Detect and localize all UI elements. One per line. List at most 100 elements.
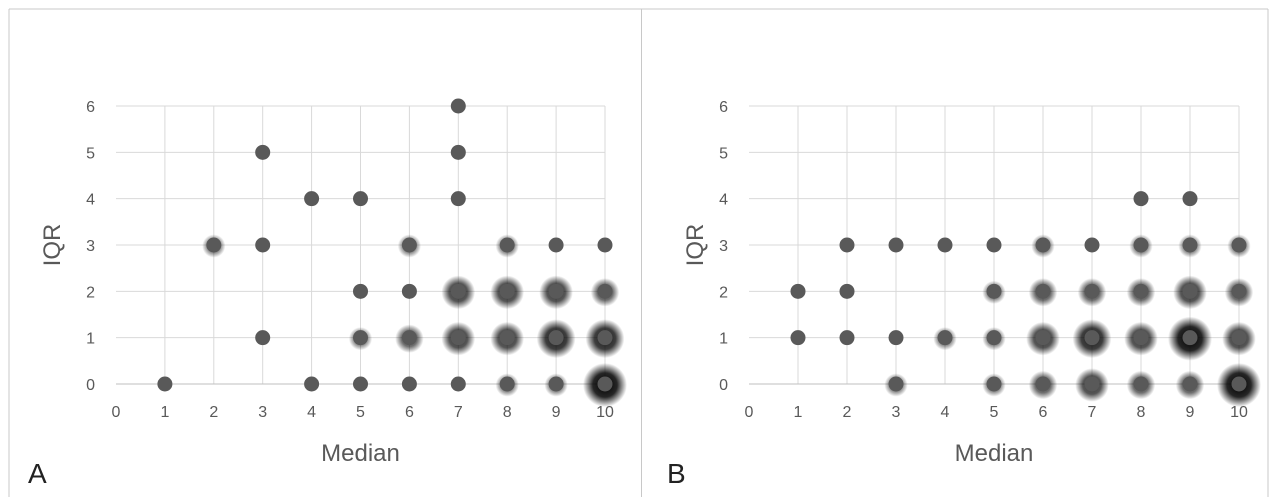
- data-point: [597, 376, 613, 392]
- data-point: [548, 330, 564, 346]
- x-tick-label: 6: [405, 404, 414, 421]
- data-point: [548, 283, 564, 299]
- x-tick-label: 3: [258, 404, 267, 421]
- data-point: [255, 144, 271, 160]
- data-point: [597, 283, 613, 299]
- data-point: [1182, 191, 1198, 207]
- x-tick-label: 5: [990, 404, 999, 421]
- data-point: [1084, 376, 1100, 392]
- data-point: [450, 376, 466, 392]
- data-point: [839, 237, 855, 253]
- x-axis-title: Median: [321, 440, 400, 467]
- data-point: [1231, 237, 1247, 253]
- x-tick-label: 2: [843, 404, 852, 421]
- data-point: [353, 376, 368, 392]
- data-point: [790, 330, 806, 346]
- y-tick-label: 3: [719, 238, 728, 255]
- x-tick-label: 10: [596, 404, 614, 421]
- data-point: [450, 283, 466, 299]
- x-tick-label: 4: [307, 404, 316, 421]
- data-point: [1084, 330, 1100, 346]
- data-point: [255, 237, 271, 253]
- data-point: [597, 330, 613, 346]
- x-tick-label: 7: [1088, 404, 1097, 421]
- data-point: [255, 330, 271, 346]
- data-point: [888, 376, 904, 392]
- y-tick-label: 2: [719, 284, 728, 301]
- data-point: [1182, 283, 1198, 299]
- chart-panel-a: 0 1 2 3 4 5 6 7 8 9 10 0 1 2 3 4 5 6 Median IQR A: [28, 98, 627, 489]
- y-tick-label: 0: [719, 377, 728, 394]
- y-tick-label: 2: [86, 284, 95, 301]
- y-tick-label: 4: [86, 192, 95, 209]
- data-point: [1231, 283, 1247, 299]
- x-tick-label: 0: [112, 404, 121, 421]
- data-point: [1084, 237, 1100, 253]
- x-tick-label: 9: [1186, 404, 1195, 421]
- data-point: [1133, 330, 1149, 346]
- y-tick-label: 3: [86, 238, 95, 255]
- data-point: [1035, 376, 1051, 392]
- data-point: [937, 330, 953, 346]
- data-point: [888, 237, 904, 253]
- y-tick-label: 6: [86, 99, 95, 116]
- data-point: [1035, 330, 1051, 346]
- data-point: [937, 237, 953, 253]
- x-tick-label: 6: [1039, 404, 1048, 421]
- data-point: [304, 376, 320, 392]
- data-point: [986, 330, 1002, 346]
- data-point: [401, 376, 417, 392]
- panel-label: A: [28, 458, 47, 489]
- x-tick-label: 9: [552, 404, 561, 421]
- y-axis-title: IQR: [682, 224, 709, 267]
- data-point: [548, 376, 564, 392]
- data-point: [1035, 283, 1051, 299]
- x-tick-label: 8: [1137, 404, 1146, 421]
- data-point: [353, 330, 368, 346]
- y-tick-label: 0: [86, 377, 95, 394]
- x-tick-label: 10: [1230, 404, 1248, 421]
- data-point: [499, 237, 515, 253]
- x-tick-label: 7: [454, 404, 463, 421]
- data-point: [1182, 330, 1198, 346]
- data-point: [450, 191, 466, 207]
- x-tick-label: 5: [356, 404, 365, 421]
- data-point: [888, 330, 904, 346]
- data-point: [157, 376, 173, 392]
- x-tick-label: 3: [892, 404, 901, 421]
- data-point: [986, 376, 1002, 392]
- data-point: [401, 330, 417, 346]
- data-point: [1084, 283, 1100, 299]
- data-point: [450, 144, 466, 160]
- data-point: [401, 283, 417, 299]
- x-tick-label: 1: [794, 404, 803, 421]
- data-point: [1133, 191, 1149, 207]
- x-tick-label: 8: [503, 404, 512, 421]
- data-point: [450, 330, 466, 346]
- x-tick-label: 1: [160, 404, 169, 421]
- data-point: [1133, 237, 1149, 253]
- data-point: [1133, 283, 1149, 299]
- data-point: [1231, 330, 1247, 346]
- data-point: [353, 283, 368, 299]
- data-point: [597, 237, 613, 253]
- data-point: [499, 283, 515, 299]
- panel-label: B: [667, 458, 686, 489]
- data-point: [1182, 237, 1198, 253]
- data-point: [499, 376, 515, 392]
- y-tick-label: 4: [719, 192, 728, 209]
- data-point: [450, 98, 466, 114]
- data-point: [839, 283, 855, 299]
- x-tick-label: 2: [209, 404, 218, 421]
- data-point: [206, 237, 222, 253]
- data-point: [401, 237, 417, 253]
- y-tick-label: 1: [719, 331, 728, 348]
- y-tick-label: 6: [719, 99, 728, 116]
- x-axis-title: Median: [955, 440, 1034, 467]
- data-point: [839, 330, 855, 346]
- data-point: [304, 191, 320, 207]
- data-point: [790, 283, 806, 299]
- y-tick-label: 1: [86, 331, 95, 348]
- chart-panel-b: 0 1 2 3 4 5 6 7 8 9 10 0 1 2 3 4 5 6 Median IQR B: [667, 99, 1261, 489]
